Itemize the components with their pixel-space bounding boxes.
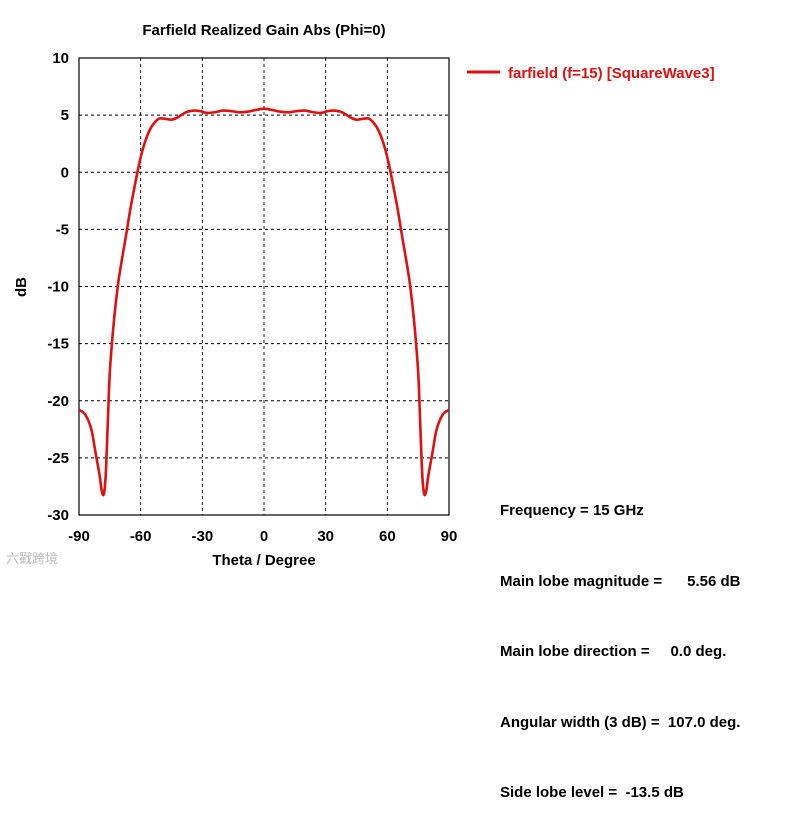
side-lobe-level-readout: Side lobe level = -13.5 dB [500,784,684,801]
chart-title: Farfield Realized Gain Abs (Phi=0) [142,22,385,39]
y-axis-label: dB [13,277,30,297]
x-tick-label: 90 [441,528,458,545]
x-tick-label: 30 [317,528,334,545]
y-tick-label: 10 [52,50,69,67]
farfield-info-panel: Frequency = 15 GHz Main lobe magnitude =… [500,452,740,828]
x-tick-label: -30 [191,528,213,545]
angular-width-readout: Angular width (3 dB) = 107.0 deg. [500,713,741,731]
watermark-logo: 六戳跨境 [6,552,59,567]
series-line-farfield [78,107,450,497]
x-axis-label: Theta / Degree [212,552,315,569]
y-tick-label: 0 [61,164,69,181]
legend: farfield (f=15) [SquareWave3] [467,65,715,82]
y-tick-labels: 10 5 0 -5 -10 -15 -20 -25 -30 [47,50,69,524]
x-tick-label: -60 [130,528,152,545]
y-tick-label: -25 [47,450,69,467]
y-tick-label: -5 [56,221,69,238]
x-tick-label: 0 [260,528,268,545]
x-tick-label: -90 [68,528,90,545]
y-tick-label: 5 [61,107,69,124]
main-lobe-magnitude-readout: Main lobe magnitude = 5.56 dB [500,572,741,590]
x-tick-labels: -90 -60 -30 0 30 60 90 [68,528,457,545]
y-tick-label: -15 [47,336,69,353]
x-tick-label: 60 [379,528,396,545]
plot-frame [78,57,450,516]
farfield-chart: Farfield Realized Gain Abs (Phi=0) 1050-… [13,22,715,569]
main-lobe-direction-readout: Main lobe direction = 0.0 deg. [500,643,727,660]
grid-lines [79,58,449,515]
y-tick-label: -10 [47,279,69,296]
frequency-readout: Frequency = 15 GHz [500,502,644,519]
y-tick-label: -20 [47,393,69,410]
legend-label: farfield (f=15) [SquareWave3] [508,65,715,82]
y-tick-label: -30 [47,507,69,524]
